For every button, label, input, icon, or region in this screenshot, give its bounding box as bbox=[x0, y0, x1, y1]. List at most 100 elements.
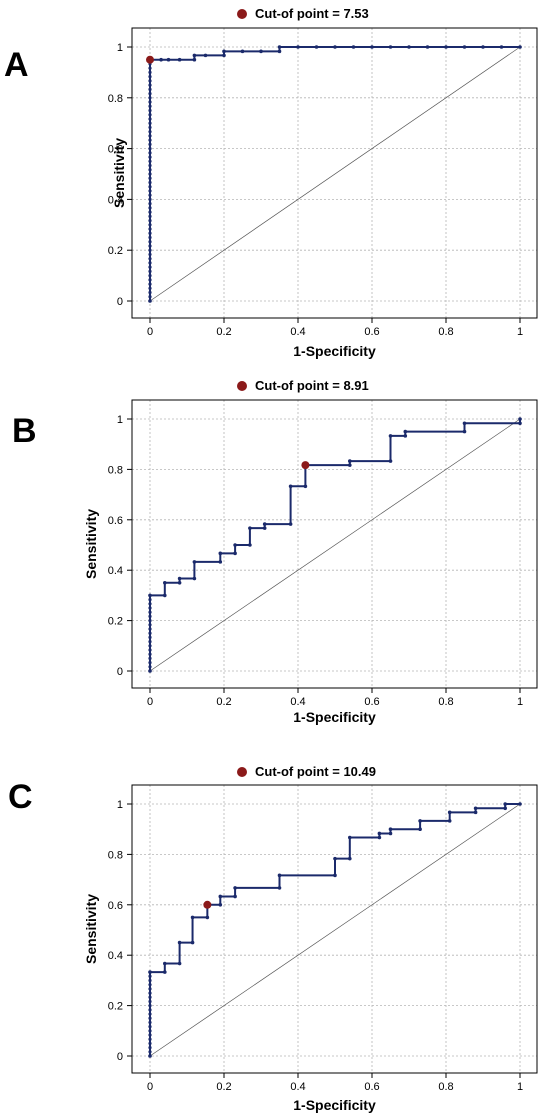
roc-point bbox=[148, 147, 152, 151]
roc-point bbox=[148, 202, 152, 206]
roc-point bbox=[351, 45, 356, 49]
roc-point bbox=[177, 940, 182, 945]
roc-point bbox=[148, 163, 152, 168]
roc-point bbox=[148, 79, 152, 83]
y-tick-label: 0 bbox=[117, 296, 123, 308]
roc-point bbox=[148, 151, 152, 155]
roc-point bbox=[333, 873, 337, 878]
roc-point bbox=[190, 915, 195, 920]
y-tick-label: 0.8 bbox=[108, 93, 123, 105]
roc-point bbox=[403, 429, 408, 434]
roc-point bbox=[233, 551, 237, 556]
roc-panel-a: A Cut-of point = 7.53 0 0.2 0.4 0.6 0.8 1 0 0.2 0.… bbox=[4, 6, 538, 359]
roc-point bbox=[148, 619, 152, 623]
roc-point bbox=[348, 835, 352, 840]
y-tick-label: 0.8 bbox=[108, 464, 123, 476]
roc-point bbox=[148, 189, 152, 193]
roc-point bbox=[148, 593, 152, 598]
roc-point bbox=[218, 894, 223, 899]
roc-point bbox=[148, 652, 152, 656]
roc-point bbox=[518, 802, 522, 806]
y-tick-label: 0.4 bbox=[108, 950, 123, 962]
roc-point bbox=[148, 1050, 152, 1054]
reference-diagonal bbox=[149, 46, 521, 302]
roc-point bbox=[388, 434, 393, 438]
roc-point bbox=[314, 45, 319, 49]
cut-off-point bbox=[301, 461, 310, 470]
roc-point bbox=[148, 669, 152, 673]
roc-point bbox=[277, 886, 282, 890]
roc-point bbox=[148, 117, 152, 121]
roc-point bbox=[177, 576, 182, 581]
legend-label: Cut-of point = 10.49 bbox=[255, 764, 376, 779]
roc-point bbox=[148, 665, 152, 669]
roc-panel-c: C Cut-of point = 10.49 0 0.2 0.4 0.6 0.8 1 0 0.2 0… bbox=[8, 764, 538, 1113]
roc-point bbox=[148, 295, 152, 299]
x-tick-label: 0.4 bbox=[290, 326, 305, 338]
cut-off-point bbox=[146, 55, 154, 64]
y-tick-label: 0.6 bbox=[108, 900, 123, 912]
roc-point bbox=[148, 606, 152, 610]
roc-point bbox=[418, 827, 422, 831]
roc-point bbox=[218, 551, 223, 556]
roc-point bbox=[148, 197, 152, 201]
roc-point bbox=[262, 522, 267, 526]
roc-point bbox=[148, 252, 152, 257]
legend-marker bbox=[237, 381, 247, 391]
roc-point bbox=[462, 421, 467, 426]
roc-point bbox=[148, 240, 152, 244]
roc-point bbox=[148, 970, 152, 974]
roc-point bbox=[222, 53, 226, 58]
roc-point bbox=[148, 1033, 152, 1037]
legend-label: Cut-of point = 8.91 bbox=[255, 378, 369, 393]
y-tick-label: 1 bbox=[117, 414, 123, 426]
roc-point bbox=[148, 206, 152, 210]
roc-point bbox=[333, 45, 337, 49]
roc-point bbox=[277, 45, 282, 49]
roc-point bbox=[148, 1020, 152, 1025]
legend-marker bbox=[237, 9, 247, 19]
roc-point bbox=[148, 193, 152, 197]
roc-point bbox=[148, 978, 152, 983]
roc-point bbox=[259, 49, 263, 54]
x-tick-label: 1 bbox=[517, 1081, 523, 1093]
x-tick-label: 0.6 bbox=[364, 326, 379, 338]
roc-point bbox=[177, 581, 182, 585]
roc-point bbox=[148, 91, 152, 96]
roc-point bbox=[148, 244, 152, 248]
roc-point bbox=[218, 560, 223, 564]
roc-point bbox=[148, 185, 152, 189]
y-axis-label: Sensitivity bbox=[83, 894, 99, 964]
x-tick-label: 0.2 bbox=[216, 696, 231, 708]
roc-point bbox=[148, 210, 152, 214]
roc-point bbox=[233, 894, 237, 899]
roc-point bbox=[388, 45, 393, 49]
roc-point bbox=[348, 856, 352, 861]
plot-frame bbox=[131, 27, 538, 319]
roc-point bbox=[148, 274, 152, 278]
roc-point bbox=[447, 810, 452, 815]
roc-point bbox=[518, 417, 522, 421]
roc-point bbox=[148, 999, 152, 1004]
roc-point bbox=[148, 96, 152, 100]
roc-point bbox=[403, 434, 408, 438]
y-tick-label: 0 bbox=[117, 666, 123, 678]
roc-point bbox=[248, 543, 252, 547]
roc-point bbox=[159, 57, 163, 62]
roc-point bbox=[473, 810, 478, 815]
roc-point bbox=[148, 614, 152, 619]
x-axis-label: 1-Specificity bbox=[293, 343, 376, 359]
roc-point bbox=[148, 1012, 152, 1016]
y-tick-label: 1 bbox=[117, 799, 123, 811]
roc-point bbox=[148, 130, 152, 134]
roc-point bbox=[148, 1041, 152, 1046]
roc-point bbox=[462, 429, 467, 434]
roc-point bbox=[348, 459, 352, 463]
roc-point bbox=[148, 995, 152, 999]
roc-point bbox=[190, 940, 195, 945]
roc-point bbox=[218, 903, 223, 907]
x-tick-label: 0.2 bbox=[216, 326, 231, 338]
roc-point bbox=[192, 576, 197, 581]
x-tick-label: 0.6 bbox=[364, 696, 379, 708]
